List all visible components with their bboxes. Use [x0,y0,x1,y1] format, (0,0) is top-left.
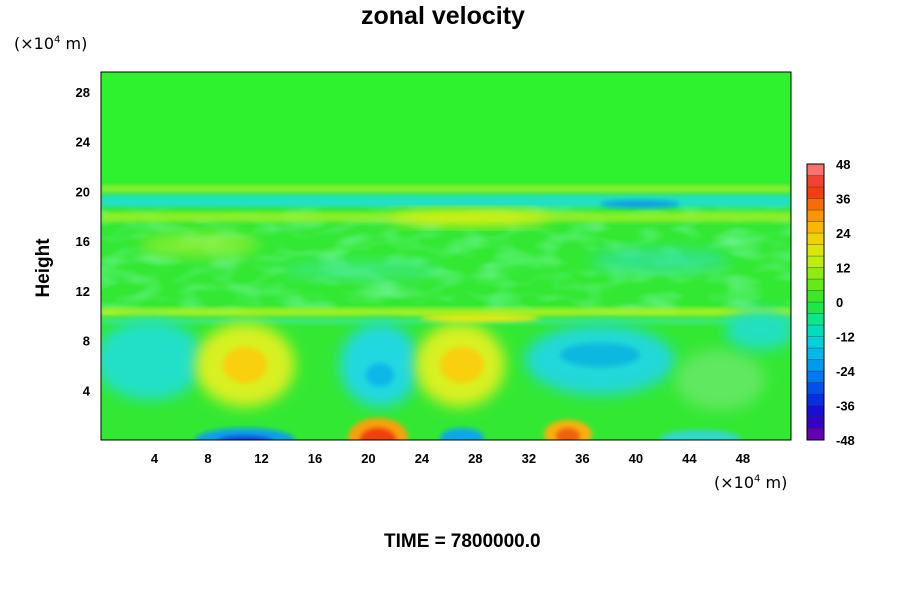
hot-core-21 [360,428,396,440]
y-tick-label: 20 [76,184,90,199]
x-tick-label: 4 [151,451,159,466]
x-axis-unit: (×104 m) [714,473,788,492]
colorbar-level [806,209,825,222]
colorbar-level [806,255,825,268]
cold-core-12 [218,436,272,440]
colorbar-tick-label: 12 [836,261,850,276]
warm-core-11 [223,347,267,383]
colorbar-level [806,232,825,245]
y-axis: 4 8 12 16 20 24 28 [76,85,91,398]
time-value: 7800000.0 [450,531,541,552]
cool-core-38 [560,343,640,367]
colorbar-tick-label: 36 [836,192,850,207]
colorbar-level [806,278,825,291]
cold-spot-12 [195,428,295,440]
cool-cell-left [101,320,205,400]
cold-spot-27 [440,428,484,440]
colorbar-level [806,244,825,257]
x-tick-label: 32 [522,451,536,466]
cool-cell-right [725,310,791,350]
hot-core-35 [556,428,580,440]
colorbar-level [806,301,825,314]
chart-title: zonal velocity [361,2,525,30]
x-tick-label: 44 [682,451,697,466]
cool-layer-19 [101,195,791,207]
warm-layer-20 [101,185,791,193]
green-cell-right [675,350,765,410]
x-tick-label: 20 [361,451,375,466]
warm-layer-10 [101,308,791,316]
y-tick-label: 12 [76,284,90,299]
colorbar-tick-label: 0 [836,295,843,310]
y-tick-label: 4 [83,383,91,398]
x-tick-label: 16 [308,451,322,466]
colorbar-level [806,382,825,395]
warm-core-27 [440,347,484,383]
colorbar-level [806,313,825,326]
x-tick-label: 36 [575,451,589,466]
colorbar-level [806,290,825,303]
colorbar-level [806,347,825,360]
time-label: TIME = [384,531,446,552]
colorbar-level [806,175,825,188]
x-axis: 4 8 12 16 20 24 28 32 36 40 44 48 [151,451,750,466]
colorbar-level [806,405,825,418]
colorbar-level [806,324,825,337]
cool-core-20 [366,363,394,387]
colorbar-level [806,163,825,176]
colorbar-level [806,336,825,349]
cool-patch-15 [590,248,730,272]
colorbar-tick-label: 24 [836,226,851,241]
x-tick-label: 24 [415,451,430,466]
x-tick-label: 12 [254,451,268,466]
y-tick-label: 8 [83,334,90,349]
cool-spot-bottom [660,430,740,440]
y-axis-unit: (×104 m) [14,34,88,53]
colorbar-level [806,198,825,211]
plot-frame [100,71,792,441]
y-tick-label: 16 [76,234,90,249]
warm-patch-16a [140,233,260,257]
colorbar-tick-label: 48 [836,157,850,172]
cool-spot-19 [600,200,680,208]
y-tick-label: 24 [76,135,91,150]
x-tick-label: 28 [468,451,482,466]
colorbar-tick-label: -48 [836,433,855,448]
colorbar-frame [806,163,825,441]
colorbar-level [806,359,825,372]
colorbar-level [806,428,825,441]
colorbar-level [806,186,825,199]
colorbar-level [806,267,825,280]
colorbar-tick-label: -12 [836,330,855,345]
x-tick-label: 8 [204,451,211,466]
x-tick-label: 40 [629,451,643,466]
x-tick-label: 48 [736,451,750,466]
heatmap-field [101,72,791,440]
colorbar-level [806,393,825,406]
warm-spot-10 [420,314,540,322]
colorbar-level [806,416,825,429]
colorbar: 48 36 24 12 0 -12 -24 -36 -48 [806,157,856,448]
colorbar-level [806,221,825,234]
colorbar-level [806,370,825,383]
cool-patch-14 [280,260,440,280]
colorbar-tick-label: -24 [836,364,856,379]
upper-layer [101,72,791,182]
time-readout: TIME = 7800000.0 [384,531,541,553]
colorbar-tick-label: -36 [836,399,855,414]
y-tick-label: 28 [76,85,90,100]
warm-spot-18 [390,210,550,226]
